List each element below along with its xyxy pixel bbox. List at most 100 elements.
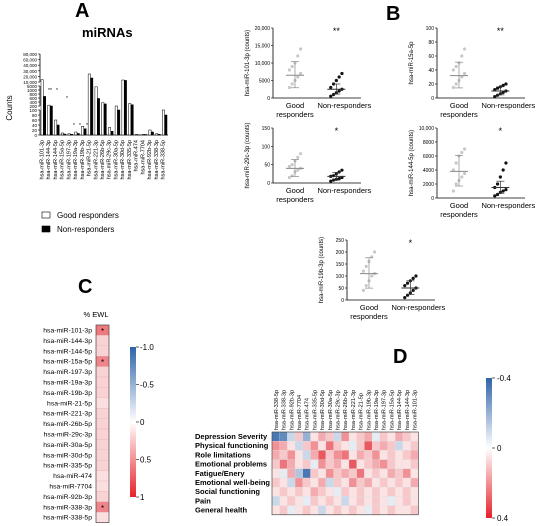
heatmap-cell (395, 431, 404, 442)
heatmap-cell (379, 487, 388, 497)
point-non (493, 194, 497, 198)
bar-good-responders (94, 86, 98, 136)
heatmap-cell (294, 431, 303, 442)
x-tick-label: hsa-miR-338-3p (154, 140, 160, 179)
legend-label-good: Good responders (57, 211, 119, 220)
x-tick-label: hsa-miR-144-5p (53, 140, 59, 179)
column-label: hsa-miR-221-3p (351, 390, 357, 430)
heatmap-cell (371, 450, 380, 460)
x-tick-label: hsa-miR-197-3p (66, 140, 72, 179)
heatmap-cell (302, 477, 311, 488)
heatmap-cell (302, 468, 311, 479)
heatmap-cell (402, 505, 411, 515)
heatmap-cell (95, 470, 110, 482)
row-label: Social functioning (195, 487, 260, 496)
point-good (296, 54, 300, 58)
point-good (370, 274, 374, 278)
x-tick-label: Good (450, 101, 468, 110)
heatmap-cell (410, 477, 419, 488)
heatmap-cell (379, 468, 388, 479)
x-tick-label: Non-responders (317, 101, 371, 110)
heatmap-cell (271, 487, 280, 497)
heatmap-cell (294, 487, 303, 497)
heatmap-cell (371, 505, 380, 515)
heatmap-cell (348, 441, 357, 451)
bar-non-responders (76, 133, 80, 136)
point-non (493, 95, 497, 99)
heatmap-cell (395, 487, 404, 497)
scatter-panelB1: 20,000 15,000 10,000 5000 0 hsa-miR-101-3p (c… (245, 26, 371, 119)
row-label: hsa-miR-335-5p (43, 463, 92, 470)
y-tick-label: 0 (34, 133, 37, 138)
y-tick-label: 80 (32, 113, 38, 118)
heatmap-cell (95, 480, 110, 492)
column-label: hsa-miR-338-5p (274, 390, 280, 430)
heatmap-cell (279, 496, 288, 506)
point-good (451, 85, 455, 90)
column-label: hsa-miR-474 (305, 398, 311, 430)
y-tick-label: 40,000 (23, 63, 37, 68)
significance-mark: ** (333, 26, 341, 36)
column-label: hsa-miR-197-3p (382, 390, 388, 430)
heatmap-cell (271, 505, 280, 515)
heatmap-cell (279, 459, 288, 469)
heatmap-cell (371, 477, 380, 488)
heatmap-cell (410, 496, 419, 506)
y-axis-label: hsa-miR-144-5p (counts) (409, 130, 415, 196)
heatmap-cell (333, 431, 342, 442)
point-good (290, 174, 294, 178)
colorbar-tick-label: 0 (497, 444, 502, 453)
x-tick-label: Good (360, 303, 378, 312)
column-label: hsa-miR-15a-5p (389, 390, 395, 430)
point-non (414, 274, 418, 278)
y-tick-label: 80 (428, 40, 434, 46)
point-non (331, 92, 336, 97)
y-tick-label: 15,000 (255, 44, 271, 50)
heatmap-border (271, 431, 419, 516)
heatmap-cell (341, 468, 350, 479)
heatmap-cell (95, 387, 110, 398)
heatmap-cell (294, 450, 303, 460)
heatmap-cell (348, 459, 357, 469)
heatmap-cell (318, 505, 327, 515)
row-label: hsa-miR-30d-5p (43, 452, 92, 459)
row-label: hsa-miR-101-3p (43, 328, 92, 335)
heatmap-cell (379, 505, 388, 515)
bar-good-responders (162, 109, 165, 136)
heatmap-cell (95, 366, 110, 378)
y-tick-label: 20,000 (255, 26, 271, 32)
heatmap-cell (294, 441, 303, 451)
heatmap-cell (279, 477, 288, 488)
row-label: Fatigue/Enery (195, 469, 245, 478)
point-good (463, 171, 467, 176)
bar-non-responders (63, 133, 67, 136)
column-label: hsa-miR-338-3p (282, 390, 288, 430)
column-label: hsa-miR-92b-3p (289, 390, 295, 430)
heatmap-cell (318, 459, 327, 469)
heatmap-cell (356, 496, 365, 506)
point-good (299, 47, 303, 51)
colorbar (130, 347, 136, 497)
heatmap-cell (341, 459, 350, 469)
point-good (454, 64, 458, 69)
heatmap-cell (341, 487, 350, 497)
heatmap-cell (356, 487, 365, 497)
y-tick-label: 5000 (259, 79, 270, 85)
heatmap-cell (325, 468, 334, 479)
heatmap-cell (325, 431, 334, 442)
heatmap-cell (356, 431, 365, 442)
point-non (340, 168, 344, 172)
heatmap-cell (387, 468, 396, 479)
y-tick-label: 100 (426, 26, 435, 32)
heatmap-cell (271, 468, 280, 479)
column-label: hsa-miR-29c-3p (335, 390, 341, 430)
heatmap-cell (356, 477, 365, 488)
x-tick-label: hsa-miR-29c-3p (107, 140, 113, 179)
heatmap-cell (271, 441, 280, 451)
heatmap-cell (310, 505, 319, 515)
heatmap-cell (402, 477, 411, 488)
heatmap-cell (271, 431, 280, 442)
heatmap-cell (402, 431, 411, 442)
bar-non-responders (90, 77, 94, 136)
bar-non-responders (49, 105, 53, 136)
